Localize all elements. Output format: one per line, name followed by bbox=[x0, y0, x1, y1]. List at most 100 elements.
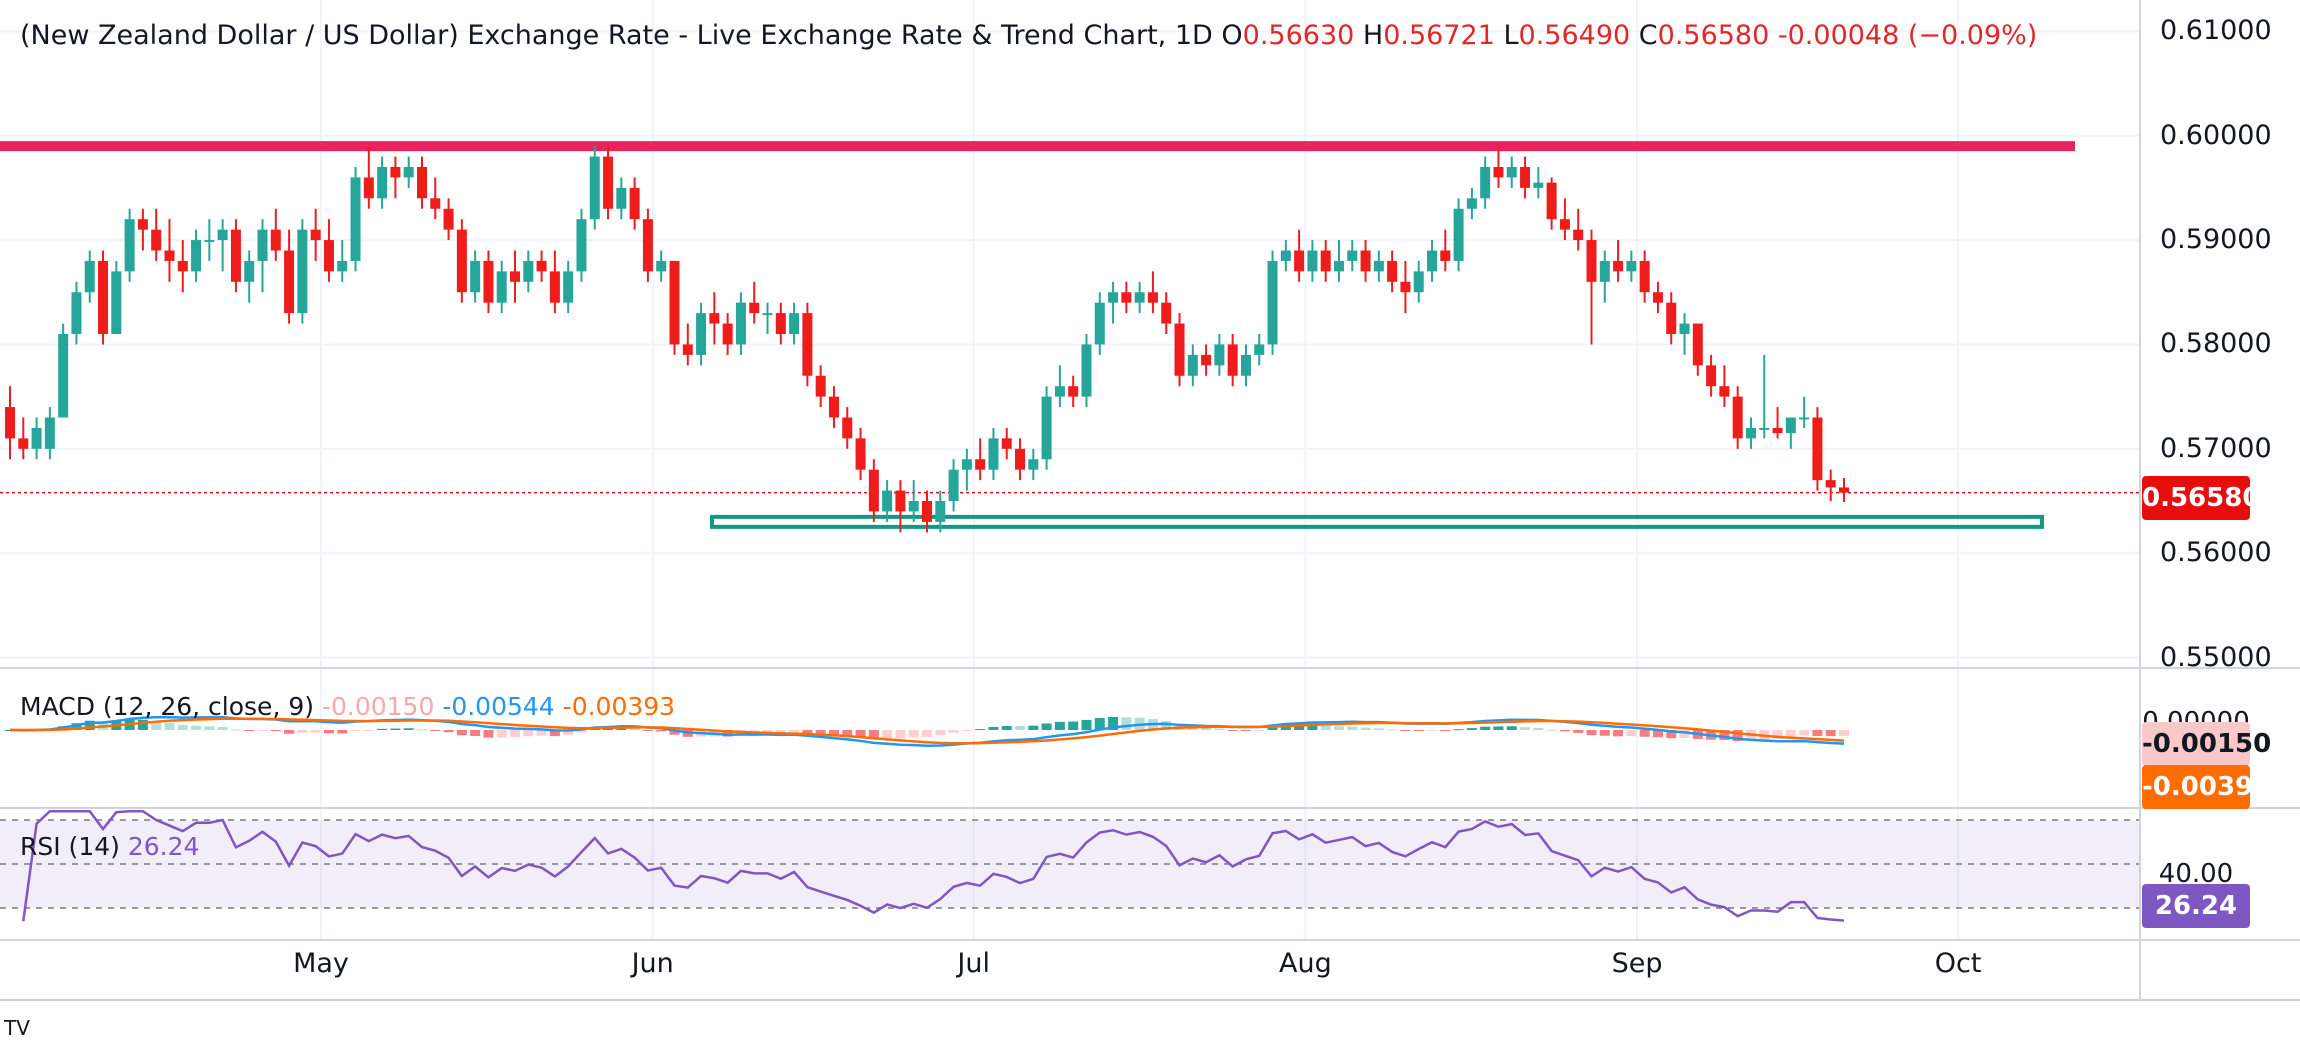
candle-body bbox=[1599, 260, 1610, 282]
candle-body bbox=[98, 260, 109, 334]
macd-histogram-bar bbox=[470, 730, 481, 736]
candle-body bbox=[1480, 167, 1491, 199]
candle-body bbox=[749, 302, 760, 314]
candle-body bbox=[377, 167, 388, 199]
pane-separators bbox=[0, 0, 2300, 1001]
macd-histogram-bar bbox=[1280, 725, 1291, 730]
macd-histogram-bar bbox=[151, 721, 162, 730]
candle-body bbox=[403, 167, 414, 178]
macd-histogram-bar bbox=[244, 730, 255, 731]
candle-body bbox=[948, 469, 959, 501]
x-tick-label: Aug bbox=[1279, 948, 1332, 979]
candle-body bbox=[1147, 292, 1158, 303]
candle-body bbox=[882, 490, 893, 512]
macd-histogram-bar bbox=[1546, 729, 1557, 731]
candle-body bbox=[1692, 323, 1703, 366]
y-tick-label: 0.61000 bbox=[2160, 15, 2272, 47]
macd-histogram-bar bbox=[430, 730, 441, 731]
macd-histogram-bar bbox=[908, 730, 919, 738]
candle-body bbox=[1759, 427, 1770, 430]
macd-histogram-bar bbox=[377, 728, 388, 730]
macd-histogram-bar bbox=[855, 730, 866, 738]
candle-body bbox=[1015, 448, 1026, 470]
candle-body bbox=[828, 396, 839, 418]
candle-body bbox=[775, 313, 786, 334]
candle-body bbox=[1825, 480, 1836, 488]
candle-body bbox=[1360, 250, 1371, 272]
candle-body bbox=[1533, 182, 1544, 188]
candle-body bbox=[230, 229, 241, 282]
candle-body bbox=[1001, 438, 1012, 449]
candle-body bbox=[44, 417, 55, 449]
candle-body bbox=[191, 240, 202, 272]
change-value: -0.00048 (−0.09%) bbox=[1777, 20, 2038, 51]
macd-histogram-bar bbox=[443, 730, 454, 733]
candle-body bbox=[868, 469, 879, 512]
macd-histogram-bar bbox=[948, 730, 959, 733]
candle-body bbox=[5, 407, 15, 439]
candle-body bbox=[111, 271, 122, 334]
macd-histogram-bar bbox=[1068, 721, 1079, 730]
low-key: L bbox=[1503, 20, 1519, 51]
candle-body bbox=[549, 271, 560, 303]
macd-histogram-bar bbox=[1520, 727, 1531, 730]
candle-body bbox=[416, 167, 427, 199]
macd-hist-badge: -0.00150 bbox=[2142, 722, 2271, 766]
candle-body bbox=[642, 219, 653, 272]
candle-body bbox=[270, 229, 281, 251]
macd-histogram-bar bbox=[1839, 730, 1849, 736]
candle-body bbox=[1440, 250, 1451, 261]
macd-histogram-bar bbox=[1559, 730, 1570, 732]
support-resistance-lines bbox=[0, 141, 2140, 529]
macd-histogram-bar bbox=[882, 730, 893, 739]
candle-body bbox=[124, 219, 135, 272]
rsi-line bbox=[22, 809, 1845, 922]
candle-body bbox=[536, 260, 547, 272]
candle-body bbox=[1706, 365, 1717, 387]
macd-histogram-bar bbox=[961, 730, 972, 731]
x-tick-label: Sep bbox=[1611, 948, 1663, 979]
candle-body bbox=[709, 313, 720, 324]
macd-histogram-bar bbox=[257, 730, 268, 731]
candlestick-series bbox=[5, 146, 1849, 533]
candle-body bbox=[682, 344, 693, 355]
macd-histogram-bar bbox=[191, 725, 202, 730]
macd-histogram-bar bbox=[1294, 725, 1305, 730]
close-key: C bbox=[1638, 20, 1658, 51]
signal-line bbox=[9, 717, 1845, 745]
candle-body bbox=[895, 490, 906, 512]
y-tick-label: 0.57000 bbox=[2160, 432, 2272, 464]
macd-histogram-bar bbox=[456, 730, 467, 736]
macd-label: MACD (12, 26, close, 9) bbox=[20, 692, 314, 721]
candle-body bbox=[922, 501, 932, 522]
candle-body bbox=[1799, 417, 1810, 420]
open-value: 0.56630 bbox=[1242, 20, 1355, 51]
candle-body bbox=[1280, 250, 1291, 261]
candle-body bbox=[855, 438, 866, 470]
candle-body bbox=[1559, 219, 1570, 230]
candle-body bbox=[1732, 396, 1743, 439]
macd-histogram-bar bbox=[1506, 726, 1517, 730]
macd-histogram-bar bbox=[1254, 730, 1265, 731]
macd-histogram-bar bbox=[1599, 730, 1610, 736]
low-value: 0.56490 bbox=[1518, 20, 1631, 51]
candle-body bbox=[576, 219, 587, 272]
candle-body bbox=[204, 240, 215, 243]
candle-body bbox=[1307, 250, 1318, 272]
candle-body bbox=[244, 260, 255, 282]
macd-histogram-bar bbox=[656, 730, 667, 732]
macd-signal-value: -0.00393 bbox=[562, 692, 676, 721]
candle-body bbox=[1573, 229, 1584, 241]
candle-body bbox=[1267, 260, 1278, 345]
macd-histogram-bar bbox=[350, 730, 361, 732]
candle-body bbox=[815, 375, 826, 397]
candle-body bbox=[1466, 198, 1477, 209]
macd-histogram-bar bbox=[1387, 729, 1398, 731]
macd-histogram-bar bbox=[496, 730, 507, 738]
macd-histogram-bar bbox=[1108, 716, 1119, 730]
macd-histogram-bar bbox=[1347, 726, 1358, 730]
candle-body bbox=[1134, 292, 1145, 303]
macd-histogram-bar bbox=[669, 730, 680, 735]
candle-body bbox=[1161, 302, 1172, 324]
macd-histogram-bar bbox=[762, 730, 773, 734]
